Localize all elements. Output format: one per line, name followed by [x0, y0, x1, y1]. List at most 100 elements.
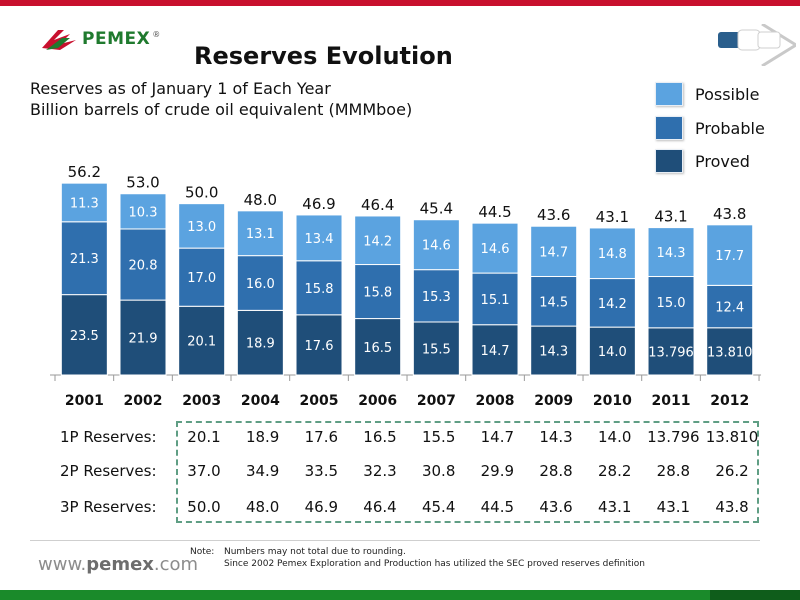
data-label-possible: 17.7: [715, 249, 744, 264]
bar-segment-possible: [354, 215, 402, 266]
bar-segment-possible: [530, 225, 578, 278]
bar-segment-possible: [706, 224, 754, 286]
data-label-possible: 14.7: [539, 245, 568, 260]
table-cell: 37.0: [187, 462, 221, 480]
bar-segment-probable: [354, 264, 402, 320]
table-cell: 26.2: [715, 462, 749, 480]
total-label: 43.6: [537, 206, 570, 224]
website-suffix: .com: [153, 554, 199, 575]
table-cell: 15.5: [421, 428, 456, 446]
table-cell: 28.2: [597, 462, 632, 480]
bar-segment-probable: [236, 255, 284, 311]
data-label-possible: 14.3: [657, 246, 686, 261]
table-cell: 43.6: [539, 498, 573, 516]
bar-segment-possible: [178, 203, 226, 249]
data-label-proved: 21.9: [129, 332, 158, 347]
total-label: 46.9: [302, 195, 335, 213]
total-label: 48.0: [244, 191, 277, 209]
table-cell: 46.9: [304, 498, 339, 516]
table-cell: 18.9: [245, 428, 280, 446]
legend-label-possible: Possible: [695, 84, 760, 104]
legend-item-possible: Possible: [655, 82, 759, 106]
data-label-proved: 15.5: [422, 342, 451, 357]
data-label-proved: 23.5: [70, 329, 99, 344]
registered-mark: ®: [152, 30, 161, 39]
bar-segment-possible: [60, 182, 108, 223]
note-line-rounding: Numbers may not total due to rounding.: [224, 547, 406, 557]
bar-segment-probable: [706, 284, 754, 329]
pemex-logo: PEMEX ®: [40, 26, 160, 52]
total-label: 45.4: [420, 200, 453, 218]
legend-item-proved: Proved: [655, 149, 750, 173]
x-tick-label: 2012: [710, 393, 749, 409]
data-label-possible: 13.4: [305, 232, 334, 247]
table-cell: 45.4: [421, 498, 456, 516]
bottom-accent-bar-dark: [710, 590, 800, 600]
table-cell: 43.1: [597, 498, 632, 516]
data-label-probable: 15.0: [657, 296, 686, 311]
total-label: 43.1: [596, 208, 629, 226]
bar-segment-probable: [295, 260, 343, 316]
x-tick-label: 2007: [417, 393, 456, 409]
table-cell: 13.796: [647, 428, 700, 446]
x-tick-label: 2002: [124, 393, 163, 409]
data-label-probable: 21.3: [70, 252, 99, 267]
bar-segment-possible: [295, 214, 343, 262]
table-cell: 29.9: [480, 462, 515, 480]
x-tick-label: 2003: [182, 393, 221, 409]
data-label-probable: 16.0: [246, 277, 275, 292]
table-cell: 46.4: [363, 498, 397, 516]
x-tick-label: 2001: [65, 393, 104, 409]
table-cell: 33.5: [304, 462, 339, 480]
table-cell: 13.810: [705, 428, 759, 446]
total-label: 43.8: [713, 205, 746, 223]
x-tick-label: 2006: [358, 393, 397, 409]
data-label-probable: 15.8: [363, 286, 392, 301]
data-label-proved: 14.3: [539, 345, 568, 360]
table-row-label: 3P Reserves:: [60, 498, 157, 516]
legend-item-probable: Probable: [655, 116, 765, 140]
bar-segment-proved: [588, 326, 636, 376]
bar-segment-proved: [412, 321, 460, 376]
data-label-proved: 14.0: [598, 345, 627, 360]
bar-segment-probable: [412, 269, 460, 323]
bar-segment-proved: [178, 305, 226, 376]
bar-segment-probable: [647, 276, 695, 329]
table-cell: 32.3: [363, 462, 397, 480]
table-cell: 14.3: [539, 428, 573, 446]
bar-segment-proved: [354, 318, 402, 376]
table-cell: 30.8: [421, 462, 456, 480]
website-prefix: www.: [38, 554, 87, 575]
bar-segment-proved: [60, 294, 108, 376]
website-link[interactable]: www.pemex.com: [38, 554, 198, 575]
table-cell: 17.6: [304, 428, 339, 446]
page-title: Reserves Evolution: [194, 42, 453, 70]
table-row-label: 1P Reserves:: [60, 428, 157, 446]
chart-subtitle-units: Billion barrels of crude oil equivalent …: [30, 100, 413, 119]
data-label-proved: 14.7: [481, 344, 510, 359]
x-tick-label: 2011: [652, 393, 691, 409]
table-cell: 44.5: [480, 498, 515, 516]
total-label: 53.0: [126, 174, 159, 192]
bar-segment-probable: [530, 276, 578, 327]
data-label-proved: 17.6: [305, 339, 334, 354]
x-tick-label: 2010: [593, 393, 632, 409]
bottom-accent-bar: [0, 590, 800, 600]
data-label-probable: 17.0: [187, 271, 216, 286]
bar-segment-probable: [60, 221, 108, 296]
bar-segment-possible: [412, 219, 460, 271]
data-label-possible: 11.3: [70, 196, 99, 211]
bar-segment-possible: [588, 227, 636, 280]
top-accent-bar: [0, 0, 800, 6]
table-cell: 48.0: [245, 498, 280, 516]
data-label-probable: 14.2: [598, 297, 627, 312]
data-label-probable: 15.1: [481, 293, 510, 308]
data-label-proved: 16.5: [363, 341, 392, 356]
bar-segment-possible: [647, 227, 695, 278]
table-cell: 14.7: [480, 428, 515, 446]
data-label-proved: 13.810: [707, 345, 753, 360]
data-label-possible: 14.8: [598, 247, 627, 262]
table-cell: 43.8: [715, 498, 749, 516]
table-cell: 14.0: [597, 428, 632, 446]
